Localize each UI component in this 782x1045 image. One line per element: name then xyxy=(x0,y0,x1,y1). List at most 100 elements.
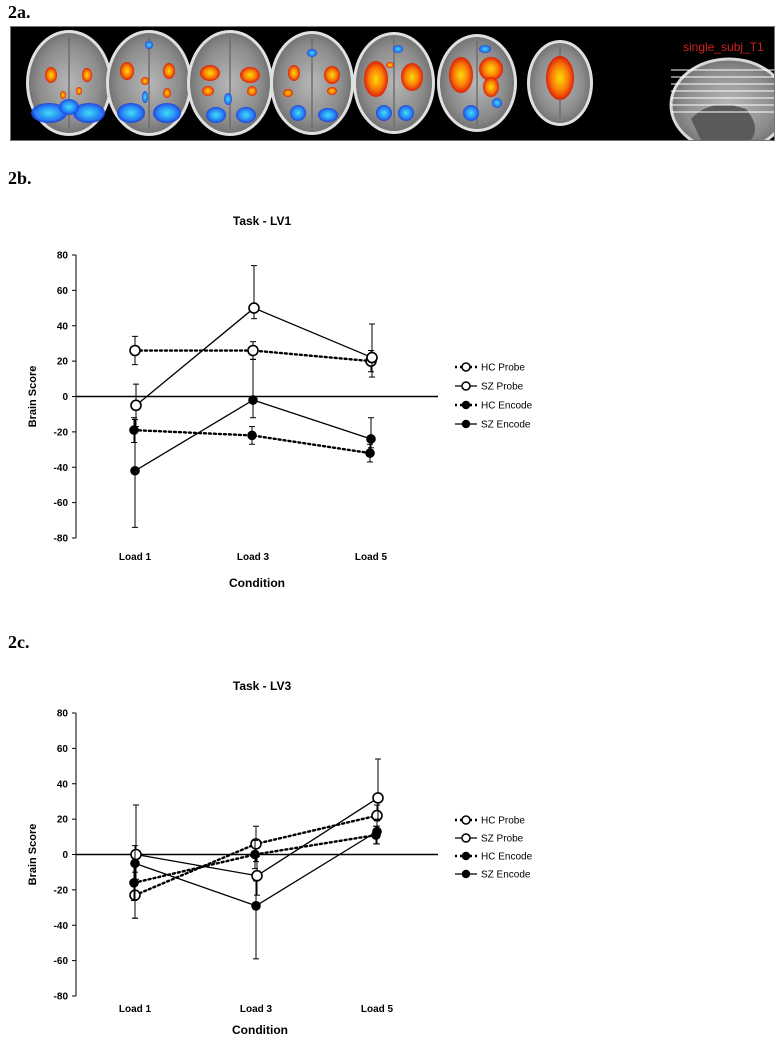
panel-label-2b: 2b. xyxy=(8,168,32,188)
data-point xyxy=(129,425,139,435)
data-point xyxy=(247,430,257,441)
legend-label: SZ Probe xyxy=(481,834,524,845)
y-tick-label: 60 xyxy=(57,744,69,755)
x-axis-title: Condition xyxy=(232,1023,288,1037)
positive-blob xyxy=(163,88,171,98)
negative-blob xyxy=(479,45,491,53)
positive-blob xyxy=(449,57,473,93)
data-point xyxy=(130,858,140,869)
series-hc-encode xyxy=(129,825,381,901)
y-tick-label: -20 xyxy=(54,885,69,896)
data-point xyxy=(372,826,382,837)
y-tick-label: 80 xyxy=(57,251,69,262)
y-tick-label: -20 xyxy=(54,427,69,438)
y-tick-label: -80 xyxy=(54,534,69,545)
legend-item: HC Encode xyxy=(455,401,533,412)
data-point xyxy=(130,848,142,861)
negative-blob xyxy=(492,98,502,108)
legend-item: HC Probe xyxy=(455,362,525,374)
legend-marker xyxy=(461,815,471,825)
positive-blob xyxy=(546,56,574,100)
positive-blob xyxy=(327,87,337,95)
x-tick-label: Load 5 xyxy=(355,552,388,563)
y-axis-title: Brain Score xyxy=(27,366,39,428)
data-point xyxy=(248,395,258,405)
positive-blob xyxy=(288,65,300,81)
x-tick-label: Load 3 xyxy=(240,1004,273,1015)
panel-label-2a: 2a. xyxy=(8,2,31,22)
data-point xyxy=(250,838,262,850)
x-tick-label: Load 1 xyxy=(119,552,152,563)
legend-marker xyxy=(461,851,471,861)
negative-blob xyxy=(318,108,338,122)
legend-marker xyxy=(461,381,471,391)
series-line xyxy=(135,307,373,406)
x-tick-label: Load 1 xyxy=(119,1004,152,1015)
negative-blob xyxy=(153,103,181,123)
data-point xyxy=(365,448,375,458)
data-point xyxy=(372,792,384,804)
y-tick-label: 80 xyxy=(57,709,69,720)
negative-blob xyxy=(117,103,145,123)
y-tick-label: -60 xyxy=(54,498,69,509)
negative-blob xyxy=(398,105,414,121)
positive-blob xyxy=(401,63,423,91)
positive-blob xyxy=(283,89,293,97)
y-tick-label: -80 xyxy=(54,992,69,1003)
legend-label: SZ Encode xyxy=(481,420,531,431)
legend-marker xyxy=(461,400,471,410)
chart-task-lv3: Task - LV3 80 60 40 20 0 -20 -40 -60 -80 Load 1 Loa… xyxy=(27,679,533,1037)
overlay-label: single_subj_T1 xyxy=(683,40,764,54)
data-point xyxy=(366,434,376,444)
data-point xyxy=(251,869,263,882)
series-sz-encode xyxy=(130,358,376,528)
y-tick-label: 60 xyxy=(57,286,69,297)
legend-label: HC Encode xyxy=(481,852,533,863)
x-axis-title: Condition xyxy=(229,576,285,590)
series-sz-probe xyxy=(130,265,378,428)
y-axis-title: Brain Score xyxy=(27,824,39,886)
legend-item: HC Encode xyxy=(455,852,533,863)
brain-slices-svg: single_subj_T1 xyxy=(26,30,782,153)
negative-blob xyxy=(224,93,232,105)
positive-blob xyxy=(240,67,260,83)
negative-blob xyxy=(290,105,306,121)
data-point xyxy=(130,399,142,412)
sagittal-reference-slice xyxy=(669,57,782,153)
negative-blob xyxy=(206,107,226,123)
negative-blob xyxy=(376,105,392,121)
series-sz-encode xyxy=(130,820,382,960)
data-point xyxy=(250,849,260,860)
data-point xyxy=(129,878,139,888)
negative-blob xyxy=(142,91,148,103)
positive-blob xyxy=(479,57,503,81)
data-point xyxy=(248,302,260,314)
y-tick-label: 40 xyxy=(57,321,69,332)
brain-slice-strip: single_subj_T1 xyxy=(10,26,782,153)
legend-item: SZ Probe xyxy=(455,833,524,845)
positive-blob xyxy=(202,86,214,96)
legend-marker xyxy=(461,833,471,843)
x-tick-label: Load 5 xyxy=(361,1004,394,1015)
data-point xyxy=(251,900,261,911)
data-point xyxy=(247,344,259,357)
positive-blob xyxy=(200,65,220,81)
legend-item: SZ Probe xyxy=(455,381,524,393)
positive-blob xyxy=(483,77,499,97)
positive-blob xyxy=(163,63,175,79)
positive-blob xyxy=(82,68,92,82)
chart-title: Task - LV1 xyxy=(233,214,292,228)
y-tick-label: 20 xyxy=(57,357,69,368)
legend-label: HC Probe xyxy=(481,816,525,827)
y-tick-label: 0 xyxy=(62,850,68,861)
panel-label-2c: 2c. xyxy=(8,632,30,652)
positive-blob xyxy=(120,62,134,80)
series-hc-encode xyxy=(129,417,375,463)
legend-label: SZ Encode xyxy=(481,870,531,881)
data-point xyxy=(130,465,140,476)
legend-label: HC Probe xyxy=(481,363,525,374)
negative-blob xyxy=(463,105,479,121)
x-tick-label: Load 3 xyxy=(237,552,270,563)
series-sz-probe xyxy=(130,758,384,896)
legend-marker xyxy=(461,362,471,372)
